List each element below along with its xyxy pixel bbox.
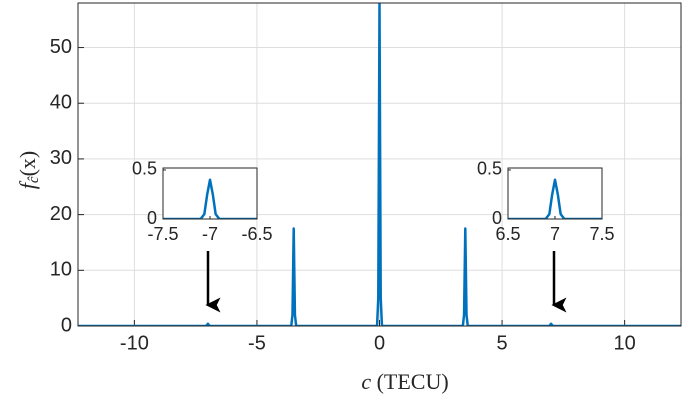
x-tick-label: 0 (374, 332, 385, 354)
axes-frame (507, 167, 603, 220)
data-line (163, 178, 257, 219)
x-tick-label: -6.5 (241, 224, 272, 244)
axes-frame (77, 2, 682, 327)
y-tick-label: 30 (50, 147, 72, 169)
arrows (205, 251, 567, 313)
axes-frame (162, 167, 258, 220)
x-tick-label: -7 (202, 224, 218, 244)
y-label-sub: ĉ (26, 176, 42, 183)
x-tick-label: 5 (496, 332, 507, 354)
y-tick-label: 0.5 (477, 159, 502, 179)
x-axis-label: c (TECU) (361, 369, 448, 394)
y-tick-label: 50 (50, 36, 72, 58)
y-tick-label: 20 (50, 203, 72, 225)
x-tick-label: 6.5 (495, 224, 520, 244)
y-tick-label: 0 (61, 314, 72, 336)
x-label-unit: (TECU) (377, 369, 449, 394)
axes-background (508, 168, 602, 219)
y-label-arg: (x) (15, 151, 40, 177)
y-tick-label: 0 (492, 208, 502, 228)
x-tick-label: 7 (550, 224, 560, 244)
x-tick-label: 10 (613, 332, 635, 354)
y-label-base: f (15, 180, 40, 189)
y-tick-label: 10 (50, 259, 72, 281)
x-tick-label: -7.5 (147, 224, 178, 244)
y-axis-label: fĉ(x) (15, 151, 42, 189)
y-tick-label: 40 (50, 92, 72, 114)
axes: 0 10 20 30 40 50 -10 -5 0 5 10 (50, 2, 682, 354)
axes-background (163, 168, 257, 219)
x-label-var: c (361, 369, 371, 394)
x-tick-label: 7.5 (589, 224, 614, 244)
data-line (508, 178, 602, 219)
x-tick-label: -10 (120, 332, 149, 354)
y-tick-label: 0.5 (132, 159, 157, 179)
x-tick-label: -5 (248, 332, 266, 354)
axes: 0 0.5 -7.5 -7 -6.5 (132, 159, 273, 244)
data-line (78, 3, 681, 326)
axes: 0 0.5 6.5 7 7.5 (477, 159, 615, 244)
y-tick-label: 0 (147, 208, 157, 228)
